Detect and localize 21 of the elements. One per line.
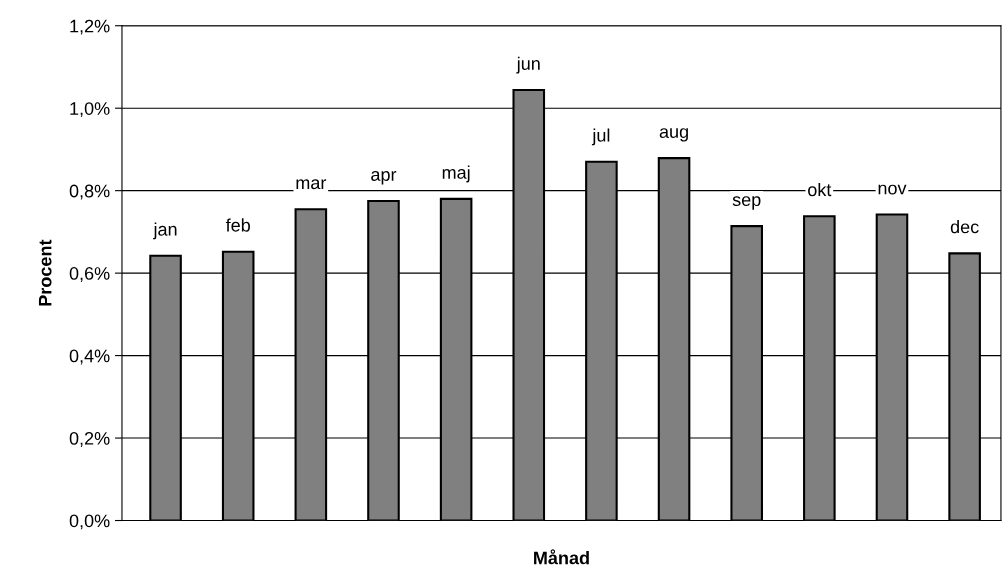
x-tick-label: jul bbox=[591, 128, 610, 146]
y-tick-label: 0,4% bbox=[69, 349, 110, 365]
x-tick-label: okt bbox=[808, 182, 832, 197]
y-tick-label: 0,6% bbox=[69, 267, 110, 282]
y-tick-label: 1,2% bbox=[70, 19, 110, 35]
x-tick-label: maj bbox=[442, 165, 470, 183]
x-tick-label: mar bbox=[296, 179, 327, 190]
y-tick-label: 0,2% bbox=[69, 431, 110, 447]
y-tick-label: 0,8% bbox=[69, 184, 110, 200]
x-tick-label: aug bbox=[659, 128, 688, 142]
x-tick-label: feb bbox=[225, 218, 250, 232]
y-tick-label: 0,0% bbox=[69, 514, 110, 530]
y-tick-label: 1,0% bbox=[70, 102, 110, 118]
x-tick-label: apr bbox=[371, 171, 397, 185]
x-axis-title: Månad bbox=[534, 549, 589, 565]
y-axis-title: Procent bbox=[38, 239, 52, 306]
x-tick-label: jan bbox=[153, 222, 177, 240]
x-tick-label: jun bbox=[516, 56, 540, 74]
x-tick-label: nov bbox=[878, 184, 907, 195]
x-tick-label: sep bbox=[732, 196, 761, 210]
x-tick-label: dec bbox=[950, 220, 979, 234]
